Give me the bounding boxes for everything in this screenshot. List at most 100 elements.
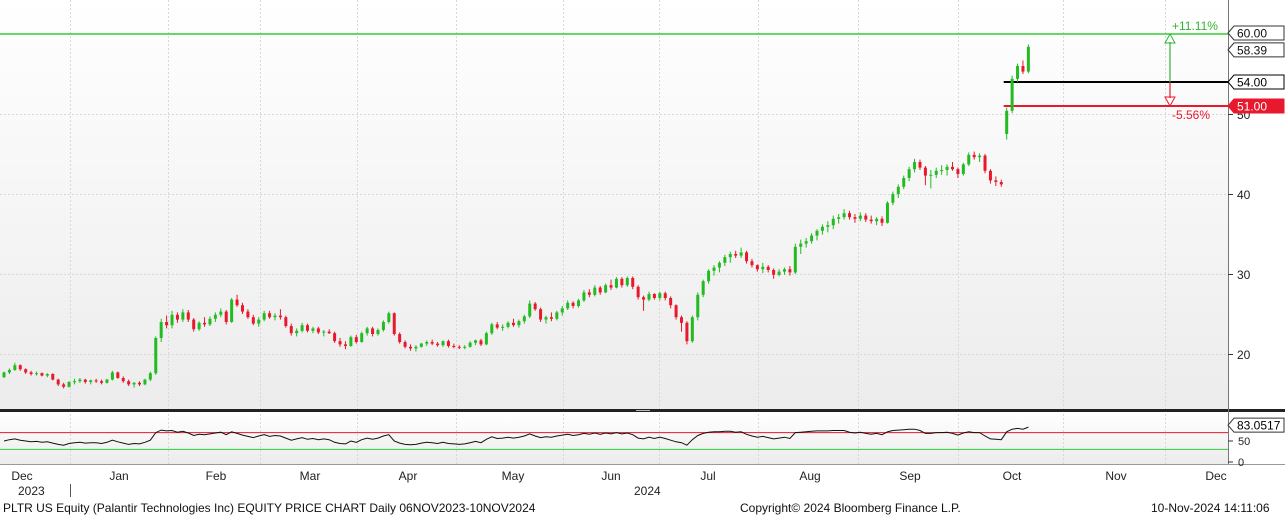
candle: [652, 293, 656, 300]
candle-body: [197, 322, 201, 330]
candle: [365, 326, 369, 336]
candle-body: [761, 266, 765, 270]
candle: [604, 283, 608, 294]
candle: [100, 379, 104, 385]
candle-body: [105, 379, 109, 383]
candle-body: [45, 374, 49, 376]
candle: [56, 378, 60, 386]
candle-body: [511, 322, 515, 326]
candle-body: [343, 344, 347, 346]
candle-body: [848, 213, 852, 218]
candle-body: [284, 317, 288, 326]
candle: [712, 265, 716, 276]
candle-body: [387, 313, 391, 322]
candle-body: [858, 215, 862, 219]
entry-price-tag-box: [1227, 74, 1285, 90]
candle-body: [880, 218, 884, 223]
candle: [1005, 107, 1009, 140]
candle-body: [549, 317, 553, 319]
candle-body: [154, 338, 158, 374]
candle: [13, 362, 17, 371]
candle: [333, 331, 337, 343]
candle-body: [409, 346, 412, 349]
candle: [94, 378, 98, 383]
candle-body: [143, 379, 147, 385]
candle: [772, 268, 776, 279]
candle-body: [810, 235, 814, 242]
candle-body: [951, 166, 954, 170]
candle: [707, 269, 711, 284]
candle: [181, 309, 185, 322]
candle-body: [7, 370, 11, 373]
candle-body: [230, 299, 234, 322]
candle-body: [116, 372, 120, 378]
candle: [51, 373, 55, 381]
rsi-value-tag-box: [1227, 417, 1285, 433]
candle-body: [78, 379, 82, 382]
candle-body: [333, 333, 337, 342]
candle-body: [891, 194, 895, 203]
candle-body: [690, 317, 694, 342]
candle-body: [306, 325, 310, 331]
candle-body: [268, 313, 272, 318]
candle-body: [192, 319, 196, 330]
x-tick-label: Apr: [399, 469, 418, 483]
x-tick-label: Mar: [300, 469, 321, 483]
candle: [381, 320, 385, 332]
candle: [414, 345, 418, 352]
candle: [349, 335, 353, 347]
x-tick-label: Feb: [206, 469, 227, 483]
candle-body: [956, 169, 960, 174]
entry-price-tag-label: 54.00: [1237, 76, 1267, 90]
candle-body: [495, 324, 499, 328]
candle: [436, 342, 440, 347]
last-price-tag-box: [1227, 42, 1285, 58]
candle: [961, 162, 965, 176]
candle-body: [349, 337, 353, 346]
candle-body: [669, 298, 673, 306]
candle-body: [376, 330, 380, 334]
candle: [528, 300, 532, 318]
candle-body: [457, 346, 461, 348]
candle-body: [772, 270, 776, 275]
candle-body: [734, 254, 738, 256]
candle-body: [945, 166, 949, 170]
candle: [452, 343, 456, 349]
candle: [875, 217, 879, 226]
candle-body: [685, 322, 689, 342]
candle: [208, 316, 212, 326]
candle: [278, 309, 282, 320]
candle-body: [300, 325, 304, 331]
candle-body: [918, 162, 922, 168]
candle-body: [604, 285, 608, 293]
candle: [67, 381, 71, 388]
candle: [24, 368, 28, 374]
candle: [289, 323, 293, 336]
candle: [127, 379, 131, 386]
candle-body: [392, 313, 396, 334]
candle-body: [430, 342, 434, 344]
candles: [2, 44, 1030, 389]
candle-body: [24, 369, 28, 373]
candle: [495, 322, 499, 330]
candle-body: [658, 293, 662, 298]
candle-body: [566, 302, 570, 309]
candle-body: [436, 343, 440, 346]
candle: [972, 151, 976, 160]
candle-body: [896, 186, 900, 194]
candle-body: [338, 341, 342, 345]
candle: [728, 251, 732, 263]
candle: [240, 302, 244, 314]
x-tick-label: May: [502, 469, 525, 483]
candle: [983, 154, 987, 174]
x-tick-label: Sep: [899, 469, 921, 483]
candle-body: [484, 333, 488, 345]
candle: [78, 378, 82, 383]
candle-body: [463, 346, 467, 348]
candle: [810, 233, 814, 244]
candle: [566, 300, 570, 310]
candle: [371, 326, 375, 337]
candle: [842, 209, 846, 220]
candle: [799, 239, 803, 254]
candle-body: [1016, 66, 1020, 79]
